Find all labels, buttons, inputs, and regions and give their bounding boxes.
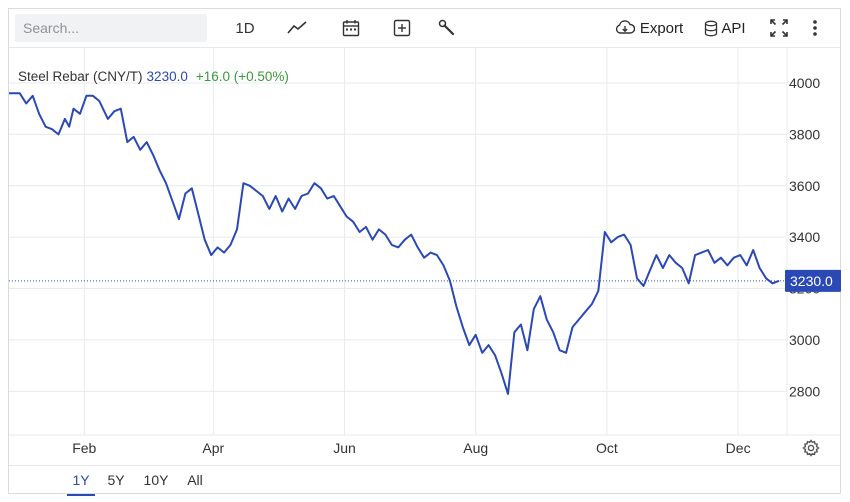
legend-price: 3230.0 xyxy=(146,69,188,84)
price-line-series xyxy=(9,92,780,395)
settings-tools-button[interactable] xyxy=(433,9,461,47)
interval-button[interactable]: 1D xyxy=(229,9,261,47)
chart-settings-button[interactable] xyxy=(802,439,820,462)
fullscreen-button[interactable] xyxy=(766,9,792,47)
api-button[interactable]: API xyxy=(702,9,748,47)
x-tick-label: Oct xyxy=(596,440,618,456)
range-selector: 1Y 5Y 10Y All xyxy=(9,465,840,496)
cloud-download-icon xyxy=(615,20,635,36)
range-all-button[interactable]: All xyxy=(187,472,203,488)
line-chart-icon xyxy=(287,21,307,35)
search-input[interactable] xyxy=(15,14,207,42)
y-tick-label: 4000 xyxy=(789,75,820,91)
date-range-button[interactable] xyxy=(337,9,365,47)
fullscreen-icon xyxy=(770,19,788,37)
more-vertical-icon xyxy=(812,19,818,37)
gear-icon xyxy=(802,439,820,461)
x-tick-label: Dec xyxy=(726,440,751,456)
legend-name: Steel Rebar (CNY/T) xyxy=(18,69,143,84)
y-tick-label: 3400 xyxy=(789,229,820,245)
y-axis: 2800300032003400360038004000 xyxy=(789,75,820,399)
plus-square-icon xyxy=(393,19,411,37)
database-icon xyxy=(704,20,718,37)
chart-grid xyxy=(9,47,842,436)
x-tick-label: Feb xyxy=(72,440,96,456)
x-tick-label: Aug xyxy=(463,440,488,456)
chart-widget: 1D Export xyxy=(8,8,842,496)
chart-type-button[interactable] xyxy=(283,9,311,47)
y-tick-label: 3800 xyxy=(789,126,820,142)
y-tick-label: 3000 xyxy=(789,332,820,348)
chart-toolbar: 1D Export xyxy=(9,9,840,48)
y-tick-label: 3600 xyxy=(789,178,820,194)
x-tick-label: Apr xyxy=(202,440,224,456)
add-indicator-button[interactable] xyxy=(388,9,416,47)
range-5y-button[interactable]: 5Y xyxy=(107,472,125,488)
range-1y-button[interactable]: 1Y xyxy=(67,466,95,496)
last-price-tag: 3230.0 xyxy=(785,269,841,292)
x-axis: Feb Apr Jun Aug Oct Dec xyxy=(72,440,750,456)
last-price-tag-text: 3230.0 xyxy=(790,273,833,289)
api-label: API xyxy=(721,19,746,37)
legend-change: +16.0 (+0.50%) xyxy=(195,69,289,84)
x-tick-label: Jun xyxy=(333,440,356,456)
y-tick-label: 2800 xyxy=(789,383,820,399)
interval-label: 1D xyxy=(235,19,255,37)
calendar-icon xyxy=(342,19,360,37)
wrench-icon xyxy=(438,19,456,37)
chart-legend: Steel Rebar (CNY/T) 3230.0 +16.0 (+0.50%) xyxy=(18,69,289,84)
export-button[interactable]: Export xyxy=(613,9,685,47)
export-label: Export xyxy=(639,19,684,37)
price-chart[interactable]: 2800300032003400360038004000 FebAprJunAu… xyxy=(9,9,842,465)
more-menu-button[interactable] xyxy=(805,9,825,47)
range-10y-button[interactable]: 10Y xyxy=(143,472,169,488)
